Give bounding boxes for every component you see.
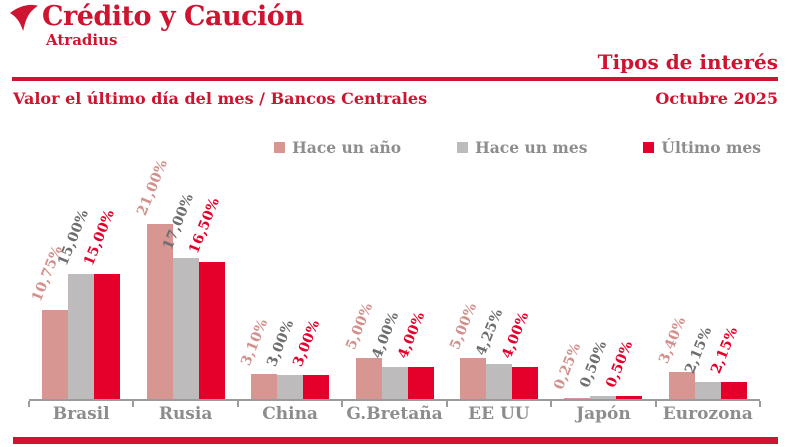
legend-label: Último mes xyxy=(661,137,761,157)
bar-eurozona-hace-un-año xyxy=(668,371,695,400)
category-label-brasil: Brasil xyxy=(52,404,110,424)
bar-value-label: 5,00% xyxy=(342,300,376,353)
bar-brasil-último-mes xyxy=(94,274,121,400)
legend-label: Hace un año xyxy=(292,137,402,157)
chart-legend: Hace un año Hace un mes Último mes xyxy=(0,137,761,157)
category-label-g-bretaña: G.Bretaña xyxy=(346,404,443,424)
category-label-eurozona: Eurozona xyxy=(662,404,753,424)
credito-caucion-logo-icon xyxy=(10,4,38,32)
bar-g-bretaña-hace-un-año xyxy=(355,358,382,400)
bar-china-último-mes xyxy=(303,374,330,400)
x-axis-line xyxy=(29,399,760,401)
x-axis-tick xyxy=(445,401,448,407)
category-label-japón: Japón xyxy=(576,404,631,424)
bar-ee-uu-hace-un-mes xyxy=(485,364,512,400)
category-label-ee-uu: EE UU xyxy=(468,404,530,424)
logo-subtitle: Atradius xyxy=(46,31,118,49)
bar-eurozona-hace-un-mes xyxy=(694,382,721,400)
chart-subtitle: Valor el último día del mes / Bancos Cen… xyxy=(13,89,428,108)
bar-japón-hace-un-año xyxy=(564,397,591,400)
legend-item-último-mes: Último mes xyxy=(643,138,761,157)
bar-brasil-hace-un-mes xyxy=(68,274,95,400)
x-axis-tick xyxy=(132,401,135,407)
bar-rusia-último-mes xyxy=(198,261,225,400)
page-title: Tipos de interés xyxy=(597,50,778,74)
bar-ee-uu-último-mes xyxy=(511,366,538,400)
x-axis-tick xyxy=(759,401,761,407)
x-axis-tick xyxy=(341,401,344,407)
footer-bar xyxy=(13,437,778,444)
bar-china-hace-un-mes xyxy=(277,374,304,400)
x-axis-tick xyxy=(550,401,553,407)
legend-swatch xyxy=(274,141,286,153)
bar-value-label: 21,00% xyxy=(133,157,171,218)
x-axis-tick xyxy=(28,401,30,407)
bar-brasil-hace-un-año xyxy=(42,309,69,400)
category-label-china: China xyxy=(262,404,318,424)
bar-chart: 10,75% 15,00% 15,00% 21,00% 17,00% 16,50% 3,10… xyxy=(0,157,791,407)
header-divider xyxy=(12,77,778,81)
logo-title: Crédito y Caución xyxy=(42,1,304,32)
period-label: Octubre 2025 xyxy=(655,89,778,108)
legend-label: Hace un mes xyxy=(475,137,588,157)
bar-eurozona-último-mes xyxy=(720,382,747,400)
bar-value-label: 3,40% xyxy=(655,314,690,366)
bar-g-bretaña-hace-un-mes xyxy=(381,366,408,400)
bar-rusia-hace-un-mes xyxy=(172,257,199,400)
bar-rusia-hace-un-año xyxy=(146,224,173,400)
bar-ee-uu-hace-un-año xyxy=(459,358,486,400)
category-label-rusia: Rusia xyxy=(158,404,213,424)
x-axis-tick xyxy=(654,401,657,407)
legend-item-hace-un-mes: Hace un mes xyxy=(457,138,587,157)
legend-item-hace-un-año: Hace un año xyxy=(274,138,401,157)
x-axis-tick xyxy=(236,401,239,407)
bar-japón-hace-un-mes xyxy=(590,395,617,400)
legend-swatch xyxy=(643,141,655,153)
bar-g-bretaña-último-mes xyxy=(407,366,434,400)
legend-swatch xyxy=(457,141,469,153)
bar-china-hace-un-año xyxy=(251,374,278,400)
bar-japón-último-mes xyxy=(616,395,643,400)
